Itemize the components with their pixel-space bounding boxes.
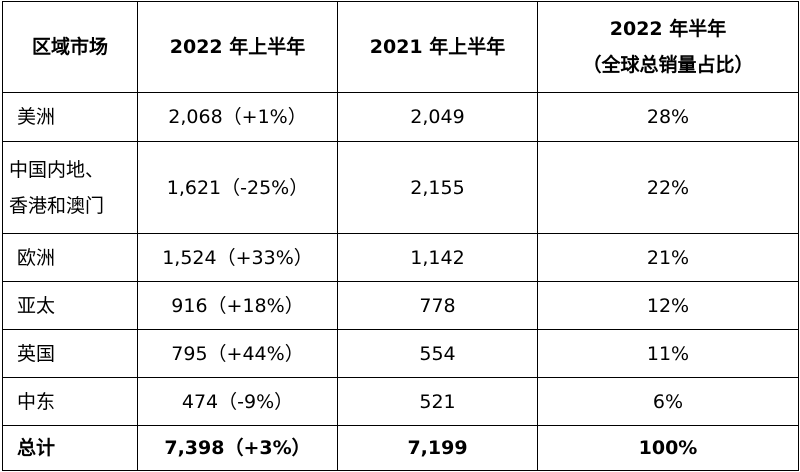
total-share: 100% xyxy=(537,425,799,471)
region-cell: 欧洲 xyxy=(2,233,138,282)
table-row: 中国内地、 香港和澳门 1,621（-25%） 2,155 22% xyxy=(2,141,799,234)
h1-2021-cell: 1,142 xyxy=(337,233,538,282)
h1-2021-cell: 2,155 xyxy=(337,141,538,234)
share-cell: 12% xyxy=(537,281,799,330)
header-share-line2: （全球总销量占比） xyxy=(582,54,754,76)
h1-2022-cell: 1,524（+33%） xyxy=(137,233,338,282)
table-row: 美洲 2,068（+1%） 2,049 28% xyxy=(2,92,799,142)
share-cell: 21% xyxy=(537,233,799,282)
h1-2022-cell: 474（-9%） xyxy=(137,377,338,426)
h1-2021-cell: 778 xyxy=(337,281,538,330)
share-cell: 22% xyxy=(537,141,799,234)
share-cell: 6% xyxy=(537,377,799,426)
table-row: 中东 474（-9%） 521 6% xyxy=(2,377,799,426)
share-cell: 11% xyxy=(537,329,799,378)
total-label: 总计 xyxy=(2,425,138,471)
table-header-row: 区域市场 2022 年上半年 2021 年上半年 2022 年半年 （全球总销量… xyxy=(2,1,799,93)
header-region: 区域市场 xyxy=(2,1,138,93)
region-cell: 英国 xyxy=(2,329,138,378)
table-row: 欧洲 1,524（+33%） 1,142 21% xyxy=(2,233,799,282)
h1-2022-cell: 916（+18%） xyxy=(137,281,338,330)
table-row: 亚太 916（+18%） 778 12% xyxy=(2,281,799,330)
region-line2: 香港和澳门 xyxy=(9,194,105,217)
header-share-line1: 2022 年半年 xyxy=(609,18,727,40)
total-h1-2021: 7,199 xyxy=(337,425,538,471)
h1-2021-cell: 554 xyxy=(337,329,538,378)
share-cell: 28% xyxy=(537,92,799,142)
h1-2021-cell: 2,049 xyxy=(337,92,538,142)
region-line1: 中国内地、 xyxy=(9,158,105,181)
header-h1-2021: 2021 年上半年 xyxy=(337,1,538,93)
total-h1-2022: 7,398（+3%） xyxy=(137,425,338,471)
region-cell: 亚太 xyxy=(2,281,138,330)
region-cell: 中东 xyxy=(2,377,138,426)
region-cell: 中国内地、 香港和澳门 xyxy=(2,141,138,234)
table-row: 英国 795（+44%） 554 11% xyxy=(2,329,799,378)
header-share: 2022 年半年 （全球总销量占比） xyxy=(537,1,799,93)
h1-2022-cell: 1,621（-25%） xyxy=(137,141,338,234)
h1-2021-cell: 521 xyxy=(337,377,538,426)
header-h1-2022: 2022 年上半年 xyxy=(137,1,338,93)
h1-2022-cell: 2,068（+1%） xyxy=(137,92,338,142)
region-cell: 美洲 xyxy=(2,92,138,142)
h1-2022-cell: 795（+44%） xyxy=(137,329,338,378)
total-row: 总计 7,398（+3%） 7,199 100% xyxy=(2,425,799,471)
